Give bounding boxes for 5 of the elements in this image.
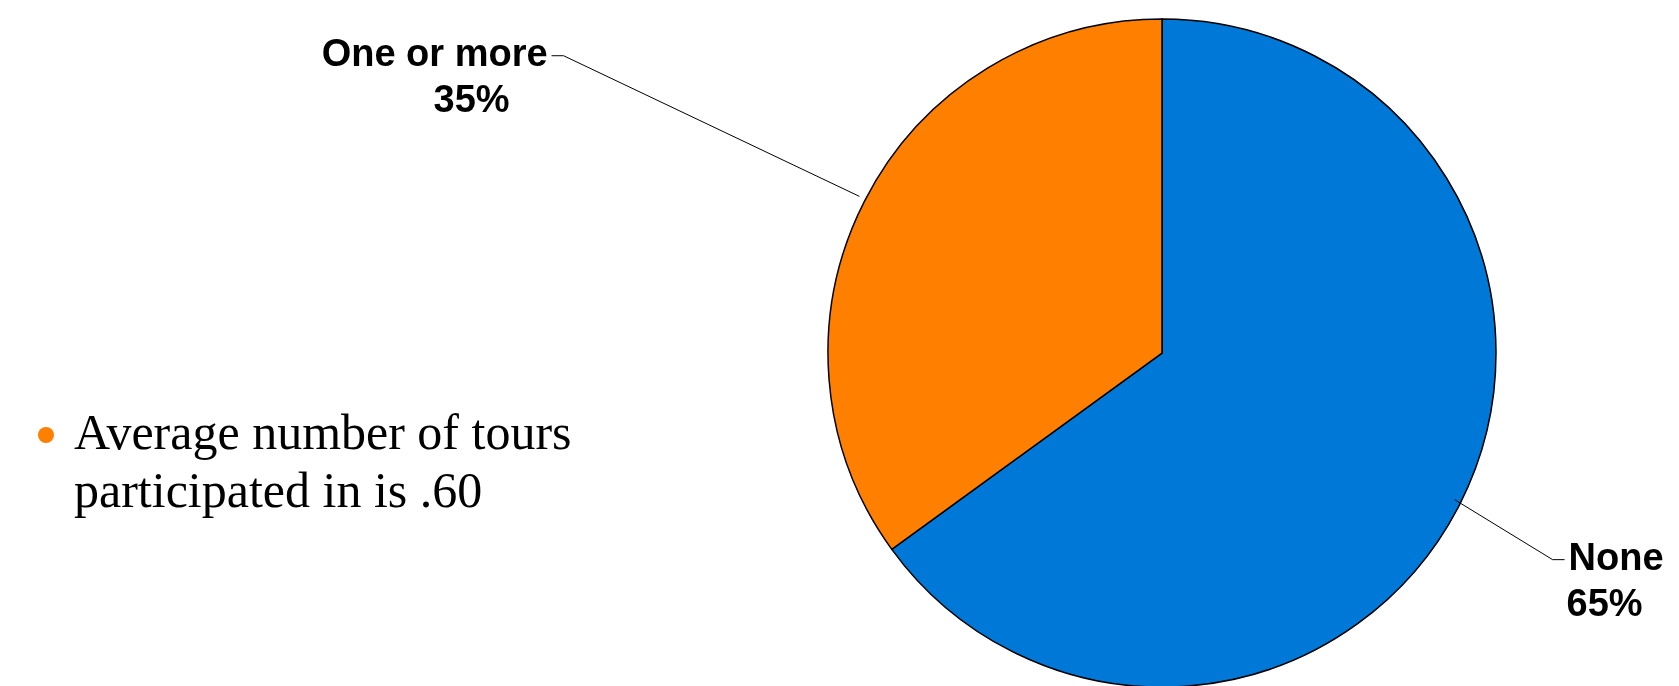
slice-label: None (1568, 535, 1664, 578)
data-label: 65% (1566, 581, 1643, 624)
text: Average number of tours participated in is .60 (74, 403, 573, 519)
slice-label: One or more (321, 31, 548, 74)
data-label: 35% (433, 77, 510, 120)
